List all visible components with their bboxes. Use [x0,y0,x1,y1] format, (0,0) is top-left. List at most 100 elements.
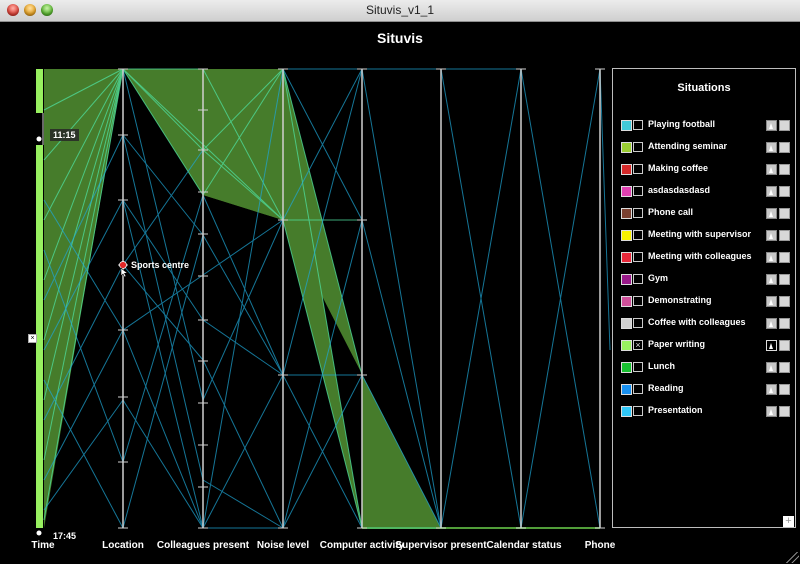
hide-toggle-icon[interactable] [779,252,790,263]
hide-toggle-icon[interactable] [779,142,790,153]
axis-label-computer-activity[interactable]: Computer activity [319,540,405,551]
situation-checkbox[interactable] [633,406,643,416]
minimize-window-button[interactable] [24,4,36,16]
legend-item-lunch[interactable]: Lunch [621,361,790,375]
axis-label-noise-level[interactable]: Noise level [256,540,310,551]
time-start-label: 11:15 [50,129,79,141]
legend-item-reading[interactable]: Reading [621,383,790,397]
situation-label: Playing football [648,119,716,129]
axis-label-colleagues-present[interactable]: Colleagues present [156,540,250,551]
context-lines [43,68,611,529]
color-swatch[interactable] [621,406,632,417]
time-axis-toggle[interactable]: × [28,334,37,343]
highlight-toggle-icon[interactable] [766,142,777,153]
color-swatch[interactable] [621,186,632,197]
highlight-toggle-icon[interactable] [766,384,777,395]
axis-label-location[interactable]: Location [102,540,144,551]
location-hover-label: Sports centre [131,260,190,270]
situation-label: Paper writing [648,339,706,349]
situations-legend: Situations Playing football Attending se… [612,68,796,528]
axis-label-supervisor-present[interactable]: Supervisor present [395,540,487,551]
situation-checkbox[interactable] [633,384,643,394]
situation-checkbox[interactable] [633,142,643,152]
highlight-toggle-icon[interactable] [766,296,777,307]
color-swatch[interactable] [621,230,632,241]
color-swatch[interactable] [621,252,632,263]
color-swatch[interactable] [621,142,632,153]
color-swatch[interactable] [621,384,632,395]
highlight-toggle-icon[interactable] [766,186,777,197]
situation-checkbox[interactable] [633,186,643,196]
legend-item-meeting-with-colleagues[interactable]: Meeting with colleagues [621,251,790,265]
highlight-toggle-icon[interactable] [766,318,777,329]
hide-toggle-icon[interactable] [779,274,790,285]
legend-item-presentation[interactable]: Presentation [621,405,790,419]
legend-item-playing-football[interactable]: Playing football [621,119,790,133]
situation-label: Coffee with colleagues [648,317,746,327]
situation-checkbox[interactable] [633,164,643,174]
situation-checkbox[interactable] [633,230,643,240]
legend-item-paper-writing[interactable]: × Paper writing [621,339,790,353]
axis-ticks [118,68,605,529]
highlight-toggle-icon[interactable] [766,164,777,175]
hide-toggle-icon[interactable] [779,208,790,219]
hide-toggle-icon[interactable] [779,318,790,329]
situation-checkbox[interactable] [633,362,643,372]
color-swatch[interactable] [621,164,632,175]
sports-centre-marker[interactable] [119,261,129,278]
hide-toggle-icon[interactable] [779,186,790,197]
legend-item-gym[interactable]: Gym [621,273,790,287]
color-swatch[interactable] [621,208,632,219]
highlight-toggle-icon[interactable] [766,252,777,263]
situation-checkbox[interactable] [633,120,643,130]
close-window-button[interactable] [7,4,19,16]
zoom-window-button[interactable] [41,4,53,16]
hide-toggle-icon[interactable] [779,340,790,351]
hide-toggle-icon[interactable] [779,362,790,373]
time-start-handle [36,136,42,142]
hide-toggle-icon[interactable] [779,296,790,307]
color-swatch[interactable] [621,362,632,373]
time-range-slider[interactable] [36,69,44,536]
highlight-toggle-icon[interactable] [766,362,777,373]
color-swatch[interactable] [621,274,632,285]
axes [122,69,601,528]
color-swatch[interactable] [621,318,632,329]
situation-checkbox[interactable] [633,208,643,218]
situation-checkbox-checked[interactable]: × [633,340,643,350]
highlight-toggle-icon[interactable] [766,406,777,417]
situation-checkbox[interactable] [633,252,643,262]
legend-item-phone-call[interactable]: Phone call [621,207,790,221]
highlight-toggle-icon[interactable] [766,120,777,131]
highlight-toggle-icon[interactable] [766,340,777,351]
hide-toggle-icon[interactable] [779,164,790,175]
highlight-toggle-icon[interactable] [766,274,777,285]
color-swatch[interactable] [621,340,632,351]
color-swatch[interactable] [621,296,632,307]
hand-cursor-icon [120,267,129,278]
time-end-label: 17:45 [53,531,77,541]
window-resize-grip[interactable] [786,552,799,563]
hide-toggle-icon[interactable] [779,120,790,131]
add-situation-button[interactable]: + [783,516,794,527]
situation-checkbox[interactable] [633,274,643,284]
legend-item-meeting-with-supervisor[interactable]: Meeting with supervisor [621,229,790,243]
axis-label-calendar-status[interactable]: Calendar status [486,540,562,551]
situation-label: Presentation [648,405,703,415]
hide-toggle-icon[interactable] [779,406,790,417]
situation-checkbox[interactable] [633,296,643,306]
axis-label-phone[interactable]: Phone [584,540,616,551]
legend-item-asdasdasdasd[interactable]: asdasdasdasd [621,185,790,199]
legend-item-demonstrating[interactable]: Demonstrating [621,295,790,309]
axis-label-time[interactable]: Time [31,540,55,551]
legend-item-coffee-with-colleagues[interactable]: Coffee with colleagues [621,317,790,331]
hide-toggle-icon[interactable] [779,384,790,395]
legend-item-attending-seminar[interactable]: Attending seminar [621,141,790,155]
hide-toggle-icon[interactable] [779,230,790,241]
legend-item-making-coffee[interactable]: Making coffee [621,163,790,177]
color-swatch[interactable] [621,120,632,131]
highlight-toggle-icon[interactable] [766,208,777,219]
situation-checkbox[interactable] [633,318,643,328]
highlight-toggle-icon[interactable] [766,230,777,241]
